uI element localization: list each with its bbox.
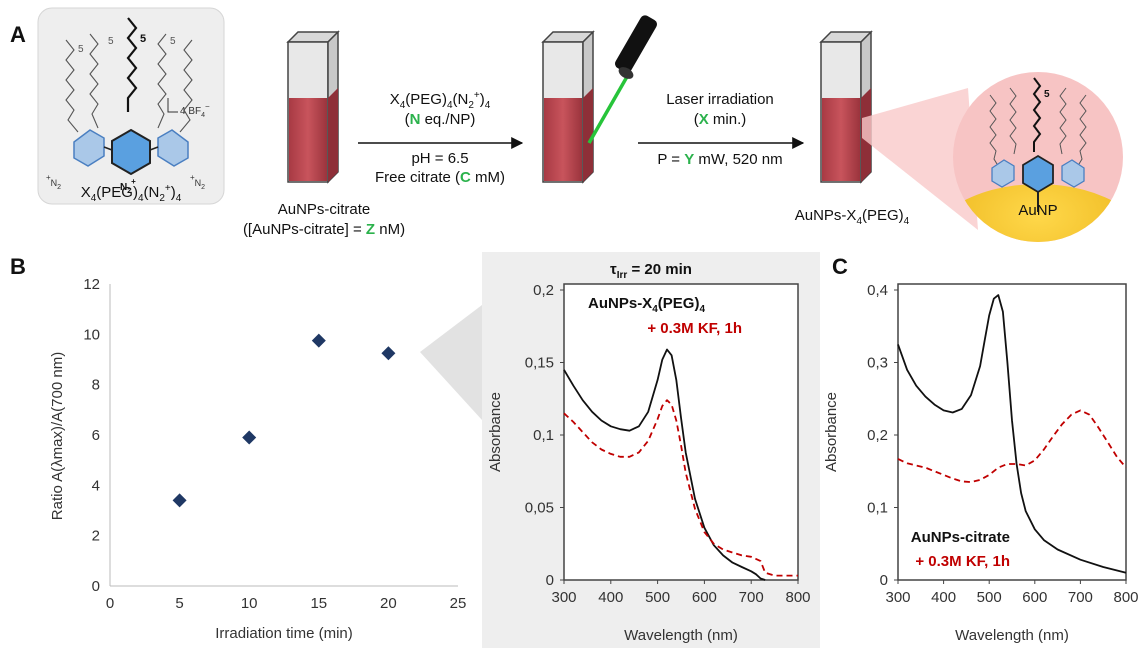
n2-label: +N2: [190, 173, 205, 191]
spectrum-line-kf: [563, 399, 798, 577]
citrate-label: Free citrate (C mM): [375, 169, 505, 186]
cuvette-product: [819, 30, 873, 184]
product-label: AuNPs-X4(PEG)4: [795, 207, 910, 227]
x-tick-label: 500: [645, 589, 670, 606]
y-axis-label: Absorbance: [487, 392, 504, 472]
panel-label-a: A: [10, 22, 26, 47]
y-tick-label: 0,1: [533, 427, 554, 444]
x-tick-label: 500: [977, 589, 1002, 606]
y-tick-label: 0: [546, 572, 554, 589]
x-tick-label: 600: [1022, 589, 1047, 606]
irradiation-time-label: (X min.): [694, 111, 747, 128]
counterion-label: 4 BF4−: [180, 102, 210, 119]
x-tick-label: 20: [380, 595, 397, 612]
x-tick-label: 10: [241, 595, 258, 612]
x-tick-label: 300: [551, 589, 576, 606]
x-tick-label: 800: [1113, 589, 1138, 606]
y-tick-label: 6: [92, 427, 100, 444]
reagent-label: X4(PEG)4(N2+)4: [390, 90, 491, 111]
chart-b-inset-spectrum: τIrr = 20 min Wavelength (nm) Absorbance…: [487, 261, 811, 644]
spectrum-line-initial: [897, 294, 1127, 574]
peg-repeat-label: 5: [108, 36, 114, 47]
peg-repeat-label: 5: [1044, 89, 1050, 100]
nanoparticle-label: AuNP: [1018, 202, 1057, 219]
y-tick-label: 0,3: [867, 355, 888, 372]
plot-frame: [897, 283, 1127, 581]
ph-label: pH = 6.5: [411, 150, 468, 167]
x-axis-label: Irradiation time (min): [215, 625, 353, 642]
x-tick-label: 25: [450, 595, 467, 612]
chart-b-scatter: Irradiation time (min) Ratio A(λmax)/A(7…: [49, 276, 466, 642]
equivalents-label: (N eq./NP): [405, 111, 476, 128]
x-axis-label: Wavelength (nm): [624, 627, 738, 644]
y-axis-label: Ratio A(λmax)/A(700 nm): [49, 352, 66, 520]
data-point-marker: [242, 430, 257, 445]
y-tick-label: 0,2: [867, 427, 888, 444]
legend-entry-kf: + 0.3M KF, 1h: [647, 320, 742, 337]
x-axis-label: Wavelength (nm): [955, 627, 1069, 644]
y-tick-label: 0,1: [867, 500, 888, 517]
y-tick-label: 0: [880, 572, 888, 589]
inset-connector: [420, 305, 482, 420]
y-tick-label: 0,15: [525, 355, 554, 372]
y-tick-label: 10: [83, 326, 100, 343]
x-tick-label: 800: [785, 589, 810, 606]
x-tick-label: 400: [598, 589, 623, 606]
legend-entry-product: AuNPs-X4(PEG)4: [588, 295, 705, 315]
inset-title: τIrr = 20 min: [610, 261, 692, 281]
x-tick-label: 700: [1068, 589, 1093, 606]
power-label: P = Y mW, 520 nm: [657, 151, 782, 168]
zoom-wedge: [862, 88, 978, 230]
legend-entry-kf: + 0.3M KF, 1h: [915, 553, 1010, 570]
panel-label-c: C: [832, 254, 848, 279]
x-tick-label: 700: [739, 589, 764, 606]
x-tick-label: 5: [175, 595, 183, 612]
cuvette1-label: AuNPs-citrate: [278, 201, 371, 218]
y-tick-label: 0: [92, 578, 100, 595]
y-tick-label: 4: [92, 477, 100, 494]
legend-entry-citrate: AuNPs-citrate: [911, 529, 1010, 546]
x-tick-label: 400: [931, 589, 956, 606]
cuvette-reaction: [541, 30, 595, 184]
y-axis-label: Absorbance: [823, 392, 840, 472]
cuvette-citrate: [286, 30, 340, 184]
molecule-structure: 5 5 5 5 4 BF4− N2+ +N2 +N2 X4(PEG)4(N2+)…: [37, 7, 225, 205]
y-tick-label: 0,2: [533, 282, 554, 299]
x-tick-label: 600: [692, 589, 717, 606]
irradiation-label: Laser irradiation: [666, 91, 774, 108]
n2-label: +N2: [46, 173, 61, 191]
y-tick-label: 0,05: [525, 500, 554, 517]
y-tick-label: 0,4: [867, 282, 888, 299]
data-point-marker: [381, 346, 396, 361]
y-tick-label: 2: [92, 528, 100, 545]
x-tick-label: 300: [885, 589, 910, 606]
data-point-marker: [172, 493, 187, 508]
laser-pointer-icon: [587, 15, 657, 144]
data-point-marker: [311, 333, 326, 348]
y-tick-label: 8: [92, 377, 100, 394]
peg-repeat-label: 5: [78, 44, 84, 55]
spectrum-line-kf: [897, 409, 1127, 483]
peg-repeat-label: 5: [170, 36, 176, 47]
panel-label-b: B: [10, 254, 26, 279]
plot-frame: [563, 283, 799, 581]
chart-c-spectrum: Wavelength (nm) Absorbance AuNPs-citrate…: [823, 282, 1139, 644]
x-tick-label: 15: [310, 595, 327, 612]
spectrum-line-initial: [563, 348, 766, 581]
y-tick-label: 12: [83, 276, 100, 293]
x-tick-label: 0: [106, 595, 114, 612]
cuvette1-concentration: ([AuNPs-citrate] = Z nM): [243, 221, 405, 238]
peg-repeat-label: 5: [140, 33, 146, 45]
molecule-name: X4(PEG)4(N2+)4: [81, 183, 182, 204]
n2-label: N2+: [120, 177, 136, 195]
